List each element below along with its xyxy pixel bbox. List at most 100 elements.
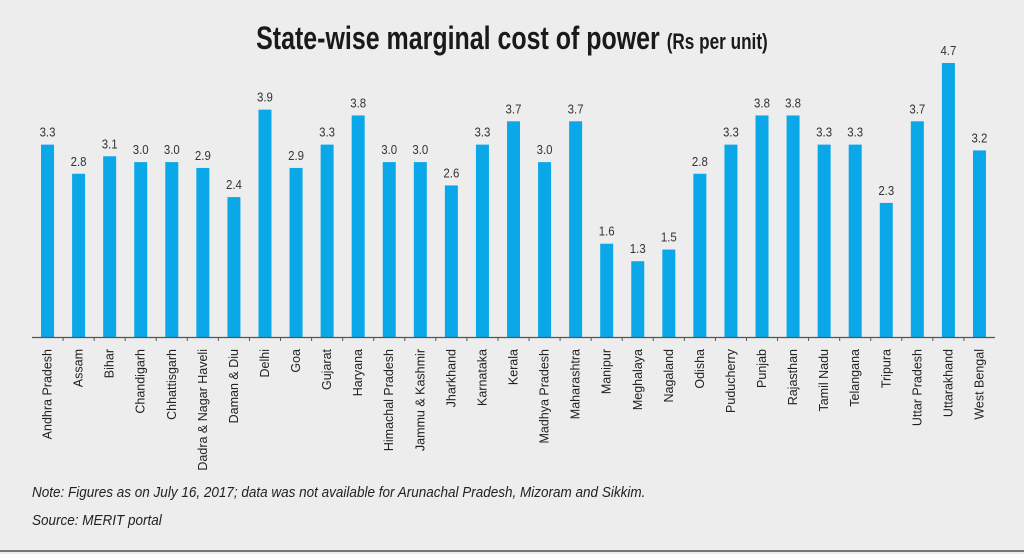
bar xyxy=(41,144,55,337)
bar xyxy=(786,115,800,338)
category-label: Madhya Pradesh xyxy=(538,349,552,444)
value-label: 2.8 xyxy=(692,154,708,169)
value-label: 1.5 xyxy=(661,230,677,245)
bar xyxy=(196,167,210,337)
category-label: Nagaland xyxy=(662,349,676,403)
bar xyxy=(600,243,614,337)
category-label: Delhi xyxy=(258,349,272,378)
value-label: 3.3 xyxy=(319,125,335,140)
value-label: 3.7 xyxy=(506,102,522,117)
category-label: Chandigarh xyxy=(134,349,148,414)
bar xyxy=(165,162,179,337)
category-label: West Bengal xyxy=(972,349,986,420)
category-label: Maharashtra xyxy=(569,349,583,419)
value-label: 3.2 xyxy=(972,131,988,146)
value-label: 3.8 xyxy=(350,96,366,111)
value-label: 3.9 xyxy=(257,90,273,105)
value-label: 2.3 xyxy=(878,183,894,198)
value-label: 3.3 xyxy=(723,125,739,140)
category-label: Dadra & Nagar Haveli xyxy=(196,349,210,471)
category-label: Bihar xyxy=(103,349,117,378)
category-label: Uttarakhand xyxy=(941,349,955,417)
value-label: 4.7 xyxy=(940,43,956,58)
bottom-divider xyxy=(0,550,1024,552)
bar xyxy=(507,121,520,337)
category-labels-group: Andhra Pradesh Assam Bihar Chandigarh Chhatt… xyxy=(41,348,987,470)
value-label: 3.1 xyxy=(102,137,118,152)
value-label: 3.0 xyxy=(164,142,180,157)
value-label: 3.3 xyxy=(847,125,863,140)
category-label: Himachal Pradesh xyxy=(382,349,396,451)
category-label: Goa xyxy=(289,349,303,373)
bar xyxy=(258,109,272,337)
category-label: Rajasthan xyxy=(786,349,800,405)
category-label: Tripura xyxy=(879,349,893,388)
category-label: Jharkhand xyxy=(444,349,458,407)
bar xyxy=(569,121,583,337)
value-label: 3.7 xyxy=(568,102,584,117)
bar xyxy=(879,202,893,337)
bar xyxy=(662,249,676,337)
bar xyxy=(538,162,552,337)
bar xyxy=(444,185,458,337)
chart-title-main: State-wise marginal cost of power xyxy=(256,20,660,56)
value-label: 3.7 xyxy=(909,102,925,117)
bar xyxy=(227,197,241,337)
value-label: 2.9 xyxy=(195,148,211,163)
value-label: 3.0 xyxy=(412,142,428,157)
value-label: 3.3 xyxy=(474,125,490,140)
bar xyxy=(848,144,862,337)
bar xyxy=(103,156,117,337)
chart-title-unit: (Rs per unit) xyxy=(666,29,768,54)
category-label: Tamil Nadu xyxy=(817,349,831,412)
bar xyxy=(72,173,86,337)
bar xyxy=(755,115,769,338)
bar xyxy=(693,173,707,337)
footnote: Note: Figures as on July 16, 2017; data … xyxy=(32,484,646,501)
bar xyxy=(351,115,365,338)
category-label: Puducherry xyxy=(724,348,738,413)
value-label: 3.8 xyxy=(754,96,770,111)
value-label: 3.3 xyxy=(40,125,56,140)
category-label: Punjab xyxy=(755,349,769,388)
category-label: Manipur xyxy=(600,349,614,394)
category-label: Haryana xyxy=(351,349,365,396)
value-label: 1.6 xyxy=(599,224,615,239)
category-label: Chhattisgarh xyxy=(165,349,179,420)
bar xyxy=(941,63,955,337)
category-label: Assam xyxy=(72,349,86,387)
value-labels-group: 3.3 2.8 3.1 3.0 3.0 2.9 2.4 3.9 2.9 3.3 3.8 3.0 3.0 2… xyxy=(40,43,988,256)
x-ticks-group xyxy=(62,337,965,341)
bar xyxy=(320,144,334,337)
source-note: Source: MERIT portal xyxy=(32,512,162,529)
value-label: 3.3 xyxy=(816,125,832,140)
bar xyxy=(817,144,831,337)
bar xyxy=(289,167,303,337)
category-label: Kerala xyxy=(507,349,521,385)
bar xyxy=(382,162,396,337)
value-label: 1.3 xyxy=(630,242,646,257)
category-label: Daman & Diu xyxy=(227,349,241,423)
bar xyxy=(972,150,986,337)
value-label: 3.0 xyxy=(537,142,553,157)
bar xyxy=(910,121,924,337)
category-label: Meghalaya xyxy=(631,349,645,410)
category-label: Karnataka xyxy=(475,349,489,406)
value-label: 3.0 xyxy=(133,142,149,157)
value-label: 2.8 xyxy=(71,154,87,169)
value-label: 2.4 xyxy=(226,177,242,192)
bar xyxy=(631,261,645,337)
category-label: Andhra Pradesh xyxy=(41,349,55,439)
value-label: 3.0 xyxy=(381,142,397,157)
bar xyxy=(724,144,738,337)
category-label: Odisha xyxy=(693,349,707,389)
category-label: Gujarat xyxy=(320,348,334,390)
bar xyxy=(475,144,489,337)
category-label: Uttar Pradesh xyxy=(910,349,924,426)
bar xyxy=(413,162,427,337)
value-label: 2.9 xyxy=(288,148,304,163)
value-label: 3.8 xyxy=(785,96,801,111)
value-label: 2.6 xyxy=(443,166,459,181)
chart-title: State-wise marginal cost of power (Rs pe… xyxy=(0,20,1024,57)
